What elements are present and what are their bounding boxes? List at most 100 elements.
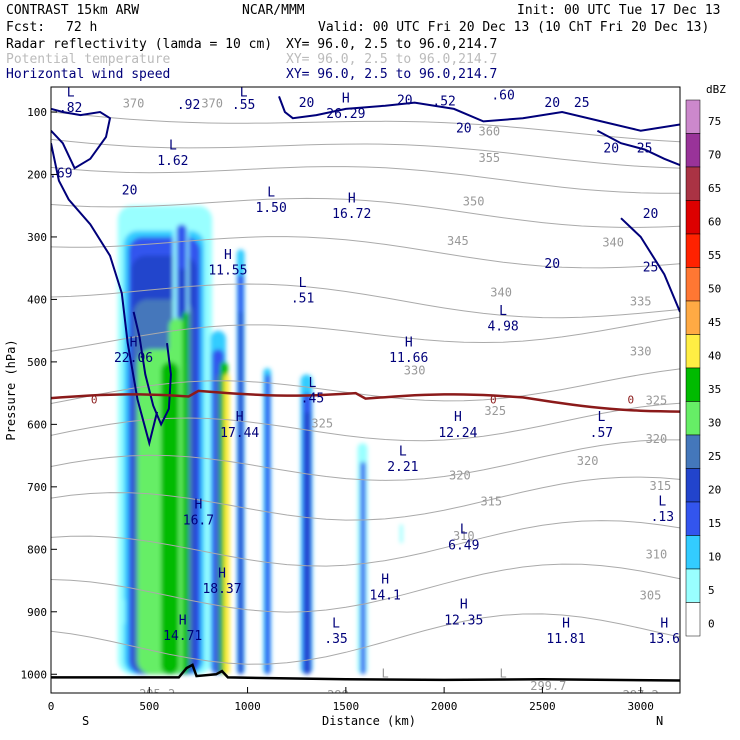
- wind-extremum-label: 14.1: [370, 588, 401, 603]
- wind-extremum-label: H: [179, 613, 187, 628]
- theta-label: 320: [646, 432, 668, 446]
- plot-frame: [50, 86, 681, 694]
- y-tick-label: 100: [27, 106, 47, 119]
- colorbar-swatch: [685, 99, 701, 134]
- theta-contour: [51, 368, 680, 404]
- wind-extremum-label: .60: [491, 88, 514, 103]
- reflectivity-cell: [161, 361, 179, 675]
- colorbar-swatch: [685, 501, 701, 536]
- wind-extremum-label: 17.44: [220, 426, 259, 441]
- wind-extremum-label: H: [218, 566, 226, 581]
- wind-contour-label: 25: [574, 96, 590, 111]
- wind-extremum-label: 11.81: [546, 632, 585, 647]
- colorbar-level-label: 35: [708, 383, 721, 396]
- theta-label: 340: [602, 235, 624, 249]
- reflectivity-cell: [399, 524, 403, 544]
- wind-contour: [132, 311, 172, 427]
- reflectivity-cell: [360, 461, 366, 675]
- colorbar-level-label: 65: [708, 182, 721, 195]
- model-title: CONTRAST 15km ARW: [6, 3, 139, 18]
- y-tick-label: 1000: [21, 668, 48, 681]
- wind-extremum-label: .35: [324, 632, 347, 647]
- layer-theta-xy: XY= 96.0, 2.5 to 96.0,214.7: [286, 52, 497, 67]
- wind-contour-label: 20: [397, 93, 413, 108]
- wind-extremum-label: 4.98: [487, 320, 518, 335]
- theta-label: 310: [453, 529, 475, 543]
- wind-extremum-label: L: [299, 276, 307, 291]
- colorbar-level-label: 30: [708, 416, 721, 429]
- wind-contour: [51, 107, 112, 170]
- y-tick-label: 600: [27, 418, 47, 431]
- wind-extremum-label: 1.50: [255, 201, 286, 216]
- theta-label: L: [382, 666, 389, 680]
- theta-label: 315: [650, 479, 672, 493]
- wind-extremum-label: H: [660, 616, 668, 631]
- colorbar-level-label: 55: [708, 249, 721, 262]
- x-tick-label: 500: [139, 700, 159, 713]
- theta-contour: [51, 520, 680, 567]
- wind-extremum-label: L: [658, 495, 666, 510]
- wind-extremum-label: .13: [651, 510, 674, 525]
- wind-contour-label: 25: [637, 142, 653, 157]
- colorbar-level-label: 15: [708, 517, 721, 530]
- theta-contour: [51, 236, 680, 269]
- wind-extremum-label: H: [562, 616, 570, 631]
- colorbar-swatch: [685, 166, 701, 201]
- wind-extremum-label: 11.55: [208, 263, 247, 278]
- wind-extremum-label: 22.06: [114, 351, 153, 366]
- wind-extremum-label: L: [240, 85, 248, 100]
- theta-label: 370: [123, 97, 145, 111]
- theta-label: 325: [484, 404, 506, 418]
- theta-label: 295.2: [139, 687, 175, 701]
- colorbar-level-label: 20: [708, 483, 721, 496]
- colorbar-level-label: 45: [708, 316, 721, 329]
- wind-extremum-label: .51: [291, 292, 314, 307]
- layer-theta-name: Potential temperature: [6, 52, 171, 67]
- theta-contour: [51, 476, 680, 521]
- x-axis-south-label: S: [82, 714, 89, 728]
- wind-extremum-label: .52: [432, 95, 455, 110]
- colorbar-swatch: [685, 200, 701, 235]
- theta-label: 310: [646, 548, 668, 562]
- theta-label: 340: [490, 285, 512, 299]
- wind-extremum-label: L: [499, 304, 507, 319]
- wind-extremum-label: 13.6: [649, 632, 680, 647]
- wind-extremum-label: H: [236, 410, 244, 425]
- x-tick-label: 2500: [529, 700, 556, 713]
- theta-label: 345: [447, 234, 469, 248]
- theta-label: 325: [646, 393, 668, 407]
- wind-extremum-label: 14.71: [163, 629, 202, 644]
- reflectivity-cell: [265, 374, 271, 675]
- layer-wind-xy: XY= 96.0, 2.5 to 96.0,214.7: [286, 67, 497, 82]
- colorbar-swatch: [685, 367, 701, 402]
- x-axis-north-label: N: [656, 714, 663, 728]
- y-tick-label: 700: [27, 481, 47, 494]
- wind-extremum-label: 4.69: [41, 167, 72, 182]
- wind-extremum-label: L: [597, 410, 605, 425]
- wind-contour-label: 20: [603, 142, 619, 157]
- wind-extremum-label: 20: [544, 257, 560, 272]
- colorbar-level-label: 10: [708, 550, 721, 563]
- wind-extremum-label: 26.29: [326, 107, 365, 122]
- colorbar-title: dBZ: [706, 83, 726, 96]
- freezing-level-label: 0: [628, 393, 635, 406]
- theta-label: 320: [577, 454, 599, 468]
- x-tick-label: 2000: [431, 700, 458, 713]
- x-tick-label: 0: [48, 700, 55, 713]
- wind-extremum-label: .55: [232, 98, 255, 113]
- wind-extremum-label: H: [224, 248, 232, 263]
- reflectivity-cell: [182, 311, 189, 675]
- wind-extremum-label: H: [460, 598, 468, 613]
- wind-extremum-label: H: [195, 498, 203, 513]
- wind-extremum-label: 18.37: [202, 582, 241, 597]
- colorbar-swatch: [685, 568, 701, 603]
- theta-label: 320: [449, 468, 471, 482]
- y-tick-label: 900: [27, 606, 47, 619]
- reflectivity-cell: [223, 374, 230, 675]
- wind-extremum-label: 25: [643, 260, 659, 275]
- colorbar-swatch: [685, 300, 701, 335]
- theta-label: 315: [480, 495, 502, 509]
- theta-contour: [51, 439, 680, 481]
- wind-extremum-label: H: [342, 92, 350, 107]
